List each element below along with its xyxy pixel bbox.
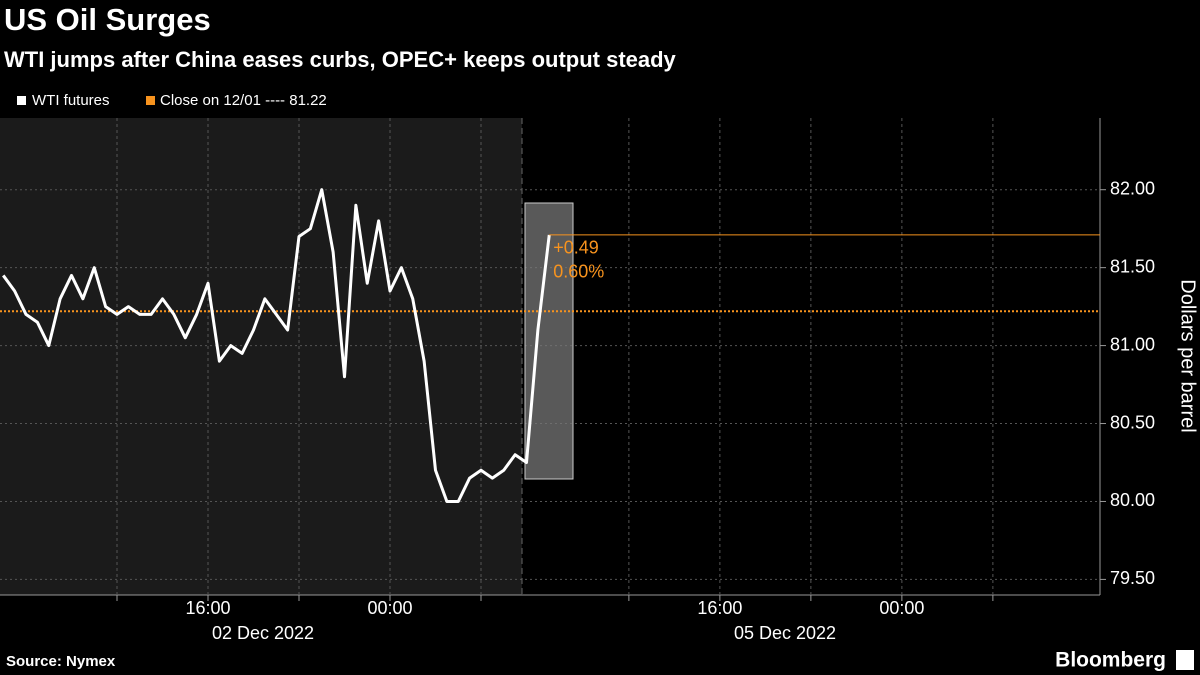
y-tick-label: 81.50 xyxy=(1110,256,1155,276)
price-line xyxy=(2,188,551,503)
y-tick-label: 80.50 xyxy=(1110,412,1155,432)
y-axis-label: Dollars per barrel xyxy=(1177,279,1199,432)
legend-swatch xyxy=(17,96,26,105)
change-box xyxy=(524,202,574,480)
x-tick-label: 16:00 xyxy=(697,598,742,618)
change-label: +0.49 xyxy=(553,238,599,258)
x-tick-label: 16:00 xyxy=(185,598,230,618)
chart-title: US Oil Surges xyxy=(4,2,211,37)
y-tick-label: 80.00 xyxy=(1110,490,1155,510)
x-tick-label: 00:00 xyxy=(879,598,924,618)
source: Source: Nymex xyxy=(6,653,116,670)
legend-label: WTI futures xyxy=(32,92,110,109)
legend-label: Close on 12/01 ---- 81.22 xyxy=(160,92,327,109)
prior-session xyxy=(0,118,522,595)
brand-icon xyxy=(1176,650,1194,670)
change-label: 0.60% xyxy=(553,262,604,282)
date-label: 02 Dec 2022 xyxy=(212,623,314,643)
legend-swatch xyxy=(146,96,155,105)
x-tick-label: 00:00 xyxy=(367,598,412,618)
chart-subtitle: WTI jumps after China eases curbs, OPEC+… xyxy=(4,47,677,72)
y-tick-label: 82.00 xyxy=(1110,178,1155,198)
brand: Bloomberg xyxy=(1055,649,1166,672)
date-label: 05 Dec 2022 xyxy=(734,623,836,643)
y-tick-label: 79.50 xyxy=(1110,568,1155,588)
y-tick-label: 81.00 xyxy=(1110,334,1155,354)
